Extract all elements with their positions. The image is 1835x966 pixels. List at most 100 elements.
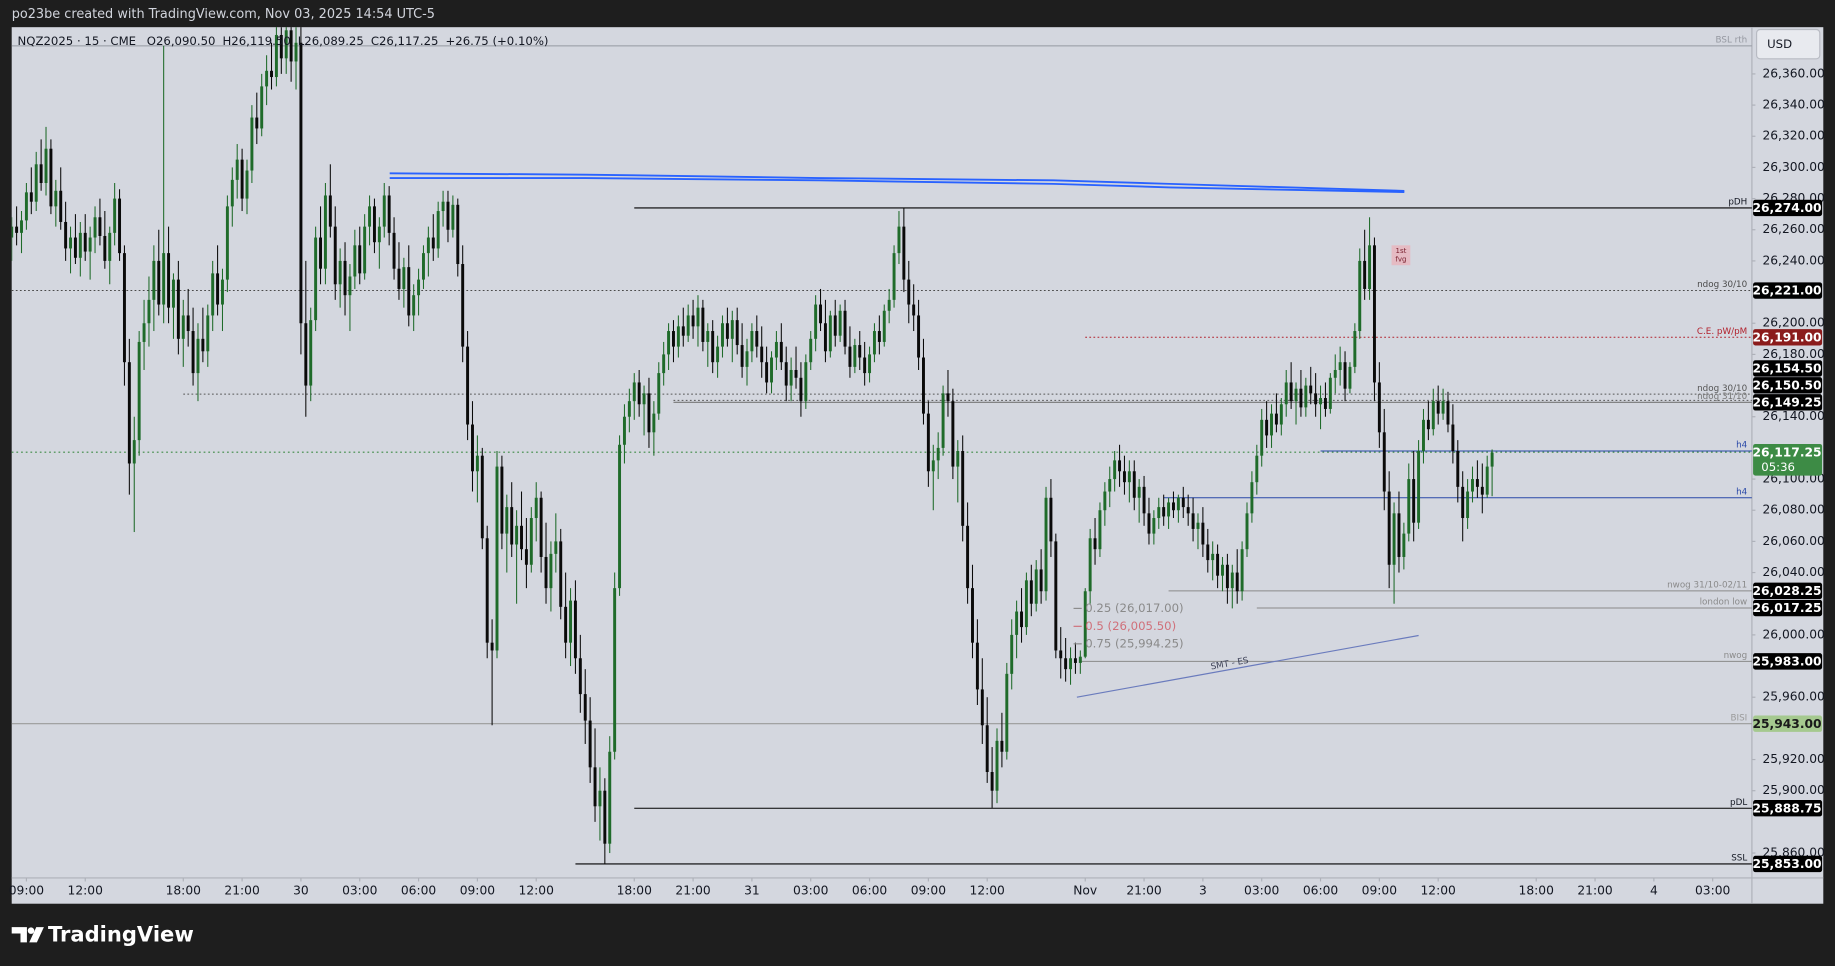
candle-body [132, 440, 136, 464]
candle-body [1245, 513, 1249, 550]
currency-label[interactable]: USD [1767, 37, 1792, 51]
candle-body [1446, 401, 1450, 425]
candle-body [1005, 673, 1009, 752]
candle-body [1162, 507, 1166, 517]
currency-button[interactable] [1756, 28, 1821, 60]
x-tick-label: 09:00 [1362, 883, 1397, 897]
candle-body [1402, 533, 1406, 557]
candle-body [1441, 401, 1445, 414]
x-tick-label: 21:00 [675, 883, 710, 897]
candle-body [1422, 419, 1425, 452]
candle-body [1279, 404, 1283, 425]
candle-body [853, 345, 857, 367]
candle-body [814, 304, 818, 339]
candle-body [1387, 491, 1391, 565]
price-box [1753, 715, 1823, 732]
candle-body [15, 226, 19, 233]
candle-body [1358, 260, 1362, 332]
x-tick-label: 06:00 [401, 883, 436, 897]
candle-body [29, 192, 33, 202]
candle-body [49, 148, 53, 207]
candle-body [941, 393, 945, 448]
brand: TradingView [48, 921, 194, 946]
candle-body [167, 253, 171, 308]
x-tick-label: 03:00 [793, 883, 828, 897]
candle-body [1294, 388, 1298, 402]
candle-body [1333, 369, 1337, 378]
candle-body [39, 164, 43, 183]
current-price-box [1753, 443, 1823, 476]
candle-body [1353, 331, 1357, 367]
candle-body [804, 362, 808, 402]
candle-body [387, 195, 391, 233]
y-tick-label: 26,200.00 [1762, 316, 1824, 330]
candle-body [1372, 245, 1376, 383]
candle-body [1392, 513, 1396, 565]
candle-body [627, 401, 631, 417]
candle-body [412, 295, 416, 316]
candle-body [691, 315, 695, 327]
candle-body [662, 354, 666, 374]
candle-body [510, 507, 514, 545]
level-label: ndog 30/10 [1697, 280, 1747, 290]
candle-body [1059, 650, 1063, 659]
candle-body [1073, 658, 1077, 663]
candle-body [122, 253, 126, 363]
candle-body [1118, 460, 1122, 472]
candle-body [681, 326, 685, 336]
candle-body [323, 195, 327, 269]
candle-body [1113, 460, 1117, 480]
candle-body [789, 369, 793, 386]
candle-body [363, 226, 367, 274]
current-price-label: 26,117.25 [1752, 445, 1821, 459]
candle-body [152, 260, 156, 300]
candle-body [1338, 362, 1342, 370]
x-tick-label: 12:00 [519, 883, 554, 897]
candle-body [191, 331, 195, 374]
candle-body [936, 447, 940, 461]
candle-body [69, 237, 72, 249]
candle-body [230, 179, 234, 207]
candle-body [990, 772, 994, 791]
candle-body [147, 299, 151, 324]
candle-body [868, 354, 872, 374]
candle-body [1020, 611, 1023, 628]
candle-body [485, 538, 489, 643]
candle-body [573, 600, 577, 659]
candle-body [1103, 491, 1107, 511]
candle-body [975, 642, 979, 690]
candle-body [34, 164, 38, 202]
candle-body [333, 226, 337, 285]
candle-body [44, 148, 48, 183]
candle-body [578, 658, 582, 695]
price-box-label: 26,274.00 [1752, 201, 1821, 215]
candle-body [632, 382, 636, 402]
candle-body [64, 221, 68, 249]
candle-body [1323, 398, 1327, 409]
candle-body [225, 206, 229, 280]
candle-body [593, 767, 597, 807]
candle-body [1363, 260, 1367, 289]
price-box-label: 26,191.00 [1752, 330, 1821, 344]
candle-body [1299, 388, 1303, 408]
fib-label: 0.5 (26,005.50) [1085, 619, 1176, 633]
candle-body [823, 323, 827, 352]
candle-body [534, 497, 538, 519]
y-tick-label: 26,240.00 [1762, 253, 1824, 267]
level-label: ndog 31/10 [1697, 392, 1747, 402]
candle-body [657, 373, 661, 414]
hand-drawn-line [389, 172, 1405, 192]
candle-body [1284, 382, 1288, 405]
trendline [1076, 634, 1419, 698]
candle-body [250, 117, 254, 171]
candle-body [279, 34, 283, 59]
candle-body [1319, 398, 1323, 405]
price-box-label: 25,983.00 [1752, 654, 1821, 668]
level-label: h4 [1736, 487, 1748, 497]
candle-body [1181, 497, 1185, 508]
candle-body [1069, 658, 1073, 670]
candle-body [980, 689, 984, 726]
candle-body [1015, 611, 1019, 635]
candle-body [1093, 538, 1097, 550]
level-label: SSL [1731, 854, 1747, 864]
